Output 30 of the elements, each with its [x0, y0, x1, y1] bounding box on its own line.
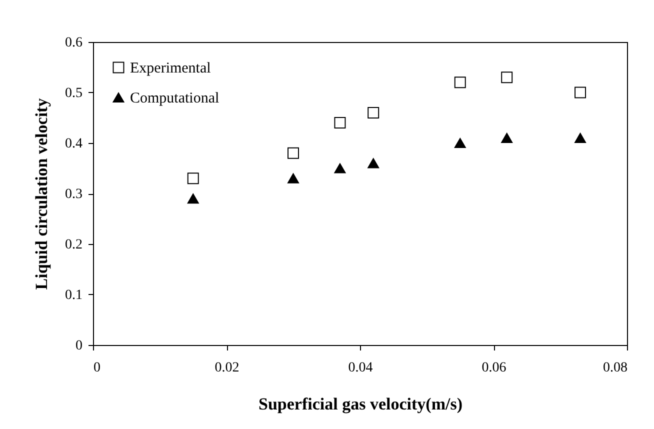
point: [288, 147, 299, 159]
x-tick-label: 0: [94, 360, 100, 376]
y-tick-label: 0.3: [65, 187, 82, 202]
point: [187, 194, 199, 204]
y-tick-label: 0: [76, 338, 82, 354]
legend-label: Experimental: [130, 60, 211, 76]
point: [334, 117, 346, 129]
point: [574, 132, 586, 143]
x-tick-label: 0.08: [603, 360, 628, 376]
point: [454, 76, 466, 88]
x-tick-label: 0.04: [348, 360, 373, 376]
x-tick-label: 0.02: [214, 360, 240, 376]
x-axis-title: Superficial gas velocity(m/s): [258, 394, 462, 414]
y-tick-label: 0.4: [65, 136, 82, 152]
point: [334, 163, 346, 174]
legend-label: Computational: [130, 90, 220, 106]
x-tick-label: 0.06: [482, 360, 506, 376]
y-tick-label: 0.1: [65, 288, 82, 303]
point: [501, 72, 513, 84]
y-tick-label: 0.2: [65, 238, 82, 252]
point: [368, 158, 380, 168]
y-tick-label: 0.6: [65, 36, 82, 50]
point: [368, 106, 380, 118]
point: [454, 138, 466, 148]
point: [501, 132, 513, 143]
point: [574, 86, 586, 98]
y-axis-title: Liquid circulation velocity: [32, 98, 51, 290]
y-tick-label: 0.5: [65, 86, 82, 101]
point: [187, 172, 199, 184]
point: [288, 173, 299, 184]
